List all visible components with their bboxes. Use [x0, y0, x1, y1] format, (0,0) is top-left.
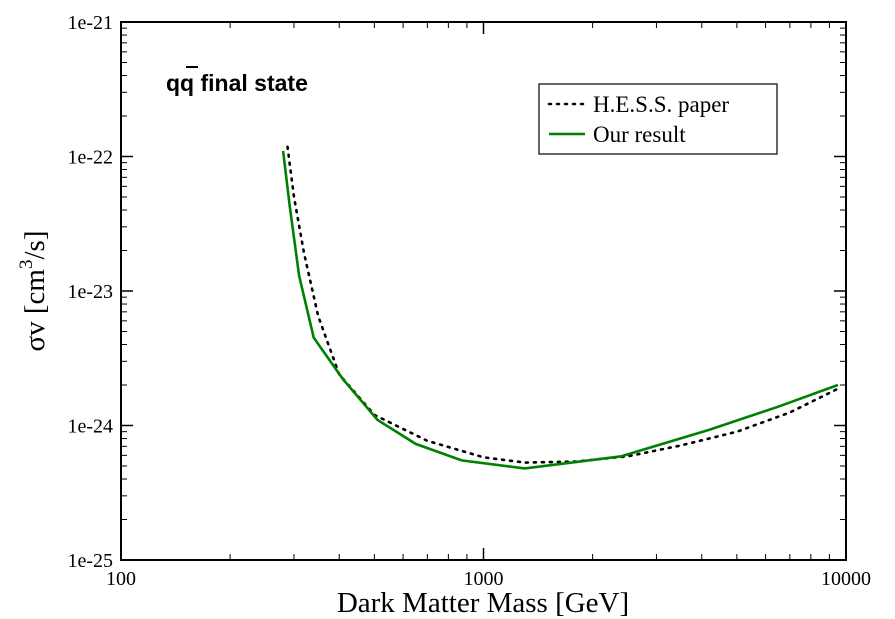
y-tick-label: 1e-24	[67, 416, 113, 438]
axis-ticks	[120, 21, 847, 561]
x-tick-label: 100	[106, 568, 136, 590]
y-axis-title-main: σv [cm	[19, 269, 51, 352]
y-axis-title: σv [cm3/s]	[16, 231, 51, 352]
y-axis-title-sup: 3	[16, 260, 37, 270]
x-tick-label: 10000	[821, 568, 871, 590]
y-tick-label: 1e-25	[67, 550, 113, 572]
axis-tick-labels: 100 1000 10000 1e-25 1e-24 1e-23 1e-22 1e-21	[67, 12, 871, 590]
y-tick-label: 1e-23	[67, 281, 113, 303]
y-tick-label: 1e-22	[67, 147, 113, 169]
series-line-0	[286, 145, 843, 464]
series-layer	[281, 145, 843, 470]
series-line-1	[281, 150, 839, 470]
annotation-qq: qq	[166, 70, 194, 96]
y-axis-title-end: /s]	[19, 231, 51, 260]
chart-annotation: qq final state	[166, 70, 308, 96]
legend-box	[538, 83, 778, 155]
legend-label-hess: H.E.S.S. paper	[593, 92, 729, 117]
legend-label-our-result: Our result	[593, 122, 686, 147]
annotation-rest: final state	[194, 70, 308, 96]
y-tick-label: 1e-21	[67, 12, 113, 34]
legend: H.E.S.S. paper Our result	[538, 83, 778, 155]
x-axis-title: Dark Matter Mass [GeV]	[337, 587, 629, 619]
x-tick-label: 1000	[464, 568, 504, 590]
